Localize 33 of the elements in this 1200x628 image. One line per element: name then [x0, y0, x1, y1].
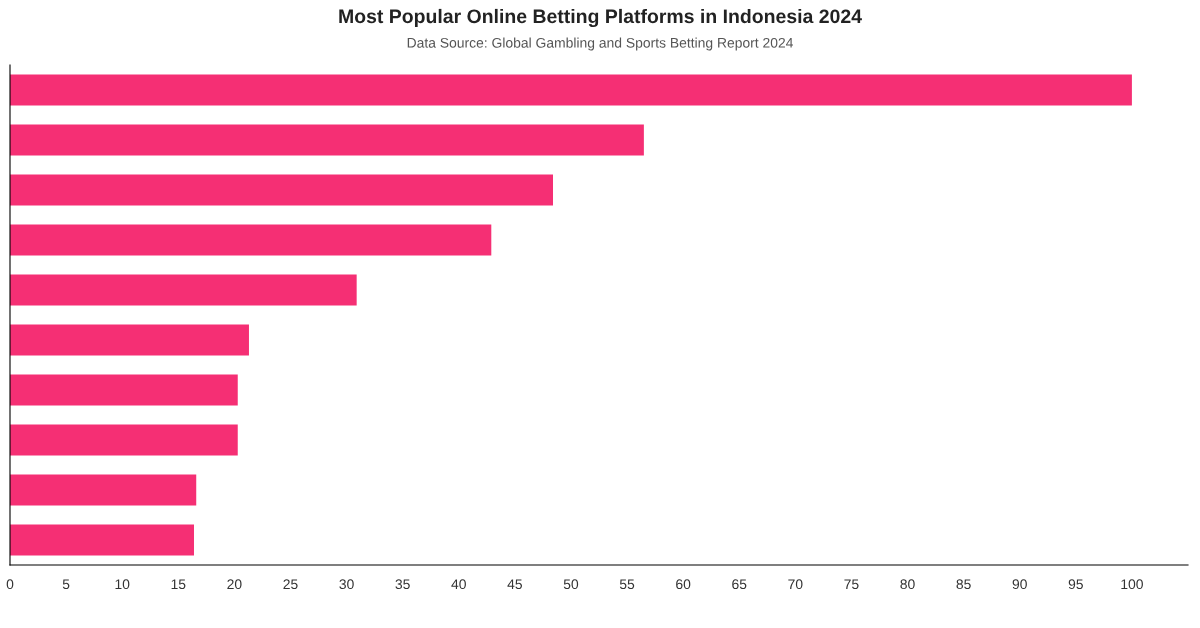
x-tick-label: 55	[619, 579, 635, 590]
x-tick-label: 65	[732, 579, 747, 590]
x-tick-label: 100	[1121, 579, 1143, 590]
x-tick-label: 95	[1068, 579, 1083, 590]
x-tick-label: 70	[788, 579, 803, 590]
bar	[10, 374, 238, 406]
x-tick-label: 45	[507, 579, 522, 590]
chart-title: Most Popular Online Betting Platforms in Indonesia 2024	[339, 8, 862, 28]
x-tick-label: 25	[283, 579, 298, 590]
x-tick-label: 5	[62, 579, 70, 590]
x-tick-label: 35	[395, 579, 410, 590]
x-tick-label: 75	[844, 579, 859, 590]
x-tick-label: 30	[339, 579, 354, 590]
bar	[10, 224, 492, 256]
bar	[10, 474, 197, 506]
x-tick-label: 10	[115, 579, 130, 590]
x-tick-label: 90	[1012, 579, 1027, 590]
x-tick-label: 40	[451, 579, 466, 590]
chart-subtitle: Data Source: Global Gambling and Sports Betting Report 2024	[407, 37, 794, 51]
bar	[10, 324, 249, 356]
bar	[10, 274, 357, 306]
x-tick-label: 50	[563, 579, 579, 590]
bar	[10, 74, 1132, 106]
x-tick-label: 20	[227, 579, 242, 590]
bar	[10, 124, 644, 156]
x-tick-label: 60	[676, 579, 691, 590]
bar	[10, 424, 238, 456]
bar	[10, 174, 553, 206]
x-tick-label: 15	[171, 579, 186, 590]
x-tick-label: 80	[900, 579, 915, 590]
bar	[10, 524, 194, 556]
x-tick-label: 0	[6, 579, 14, 590]
x-tick-label: 85	[956, 579, 971, 590]
